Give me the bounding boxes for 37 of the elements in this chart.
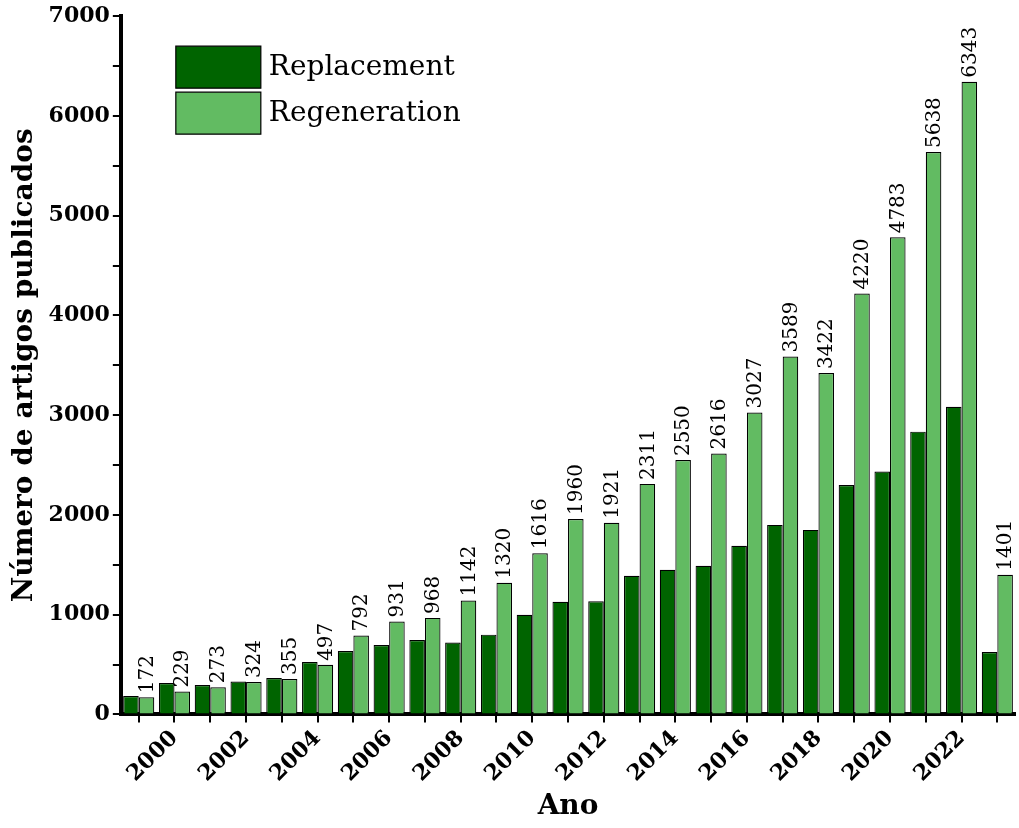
data-label: 355 bbox=[276, 636, 301, 676]
data-label: 792 bbox=[348, 593, 373, 632]
data-label: 497 bbox=[312, 622, 337, 661]
data-label: 6343 bbox=[956, 26, 981, 78]
data-label: 1320 bbox=[491, 527, 516, 579]
legend-label: Regeneration bbox=[268, 95, 461, 129]
data-label: 968 bbox=[419, 575, 444, 614]
data-label: 1142 bbox=[455, 545, 480, 597]
data-label: 1960 bbox=[563, 464, 588, 515]
y-axis-title: Número de artigos publicados bbox=[6, 128, 40, 603]
y-tick-label: 1000 bbox=[48, 599, 110, 626]
y-tick-label: 4000 bbox=[48, 300, 110, 327]
data-label: 172 bbox=[133, 655, 158, 694]
y-tick-label: 3000 bbox=[48, 399, 110, 426]
y-tick-label: 5000 bbox=[48, 200, 110, 227]
data-label: 4783 bbox=[884, 182, 909, 234]
y-tick-label: 2000 bbox=[48, 499, 110, 526]
x-axis-title: Ano bbox=[536, 788, 599, 822]
data-label: 229 bbox=[169, 649, 194, 688]
data-label: 3589 bbox=[777, 301, 802, 353]
data-label: 324 bbox=[241, 639, 266, 679]
y-tick-label: 6000 bbox=[48, 100, 110, 127]
legend-label: Replacement bbox=[268, 49, 456, 83]
data-label: 1616 bbox=[527, 498, 552, 550]
data-label: 2550 bbox=[670, 405, 695, 457]
data-label: 3027 bbox=[741, 357, 766, 409]
data-label: 1401 bbox=[992, 519, 1017, 571]
data-label: 2616 bbox=[706, 398, 731, 450]
y-tick-label: 7000 bbox=[48, 0, 110, 27]
data-label: 3422 bbox=[813, 318, 838, 370]
y-tick-label: 0 bbox=[94, 699, 110, 726]
data-label: 931 bbox=[384, 579, 409, 618]
data-label: 5638 bbox=[920, 97, 945, 149]
data-label: 273 bbox=[205, 645, 230, 684]
data-label: 4220 bbox=[849, 238, 874, 290]
data-label: 2311 bbox=[634, 429, 659, 480]
data-label: 1921 bbox=[598, 467, 623, 519]
